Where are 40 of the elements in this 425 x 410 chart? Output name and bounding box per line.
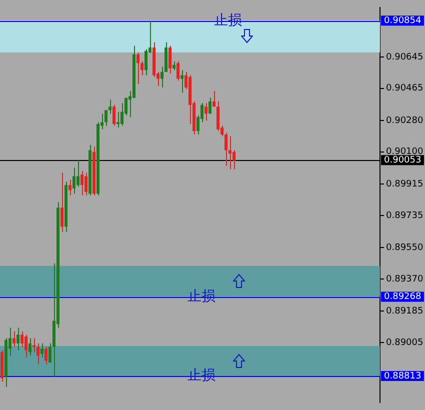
y-tick-label: 0.90645 <box>386 52 424 62</box>
y-tick-label: 0.89915 <box>386 179 424 190</box>
candlestick <box>80 170 84 196</box>
candlestick <box>16 327 20 351</box>
candlestick <box>204 102 208 122</box>
y-tick-label: 0.89370 <box>386 274 424 284</box>
candlestick <box>212 90 216 108</box>
ref-line-label: 0.89268 <box>384 292 422 302</box>
candlestick <box>176 60 180 82</box>
candlestick <box>112 104 116 126</box>
y-tick-label: 0.89005 <box>386 338 424 348</box>
candlestick <box>24 334 28 358</box>
candlestick <box>60 172 64 232</box>
candlestick <box>108 99 112 114</box>
candlestick <box>20 330 24 348</box>
candlestick <box>180 70 184 94</box>
candlestick <box>208 97 212 114</box>
y-tick-label: 0.89185 <box>386 306 424 317</box>
candlestick <box>72 167 76 194</box>
ref-line-label: 0.90854 <box>384 16 422 26</box>
y-tick-label: 0.89735 <box>386 210 424 221</box>
ref-line-label: 0.90053 <box>384 155 422 166</box>
candlestick <box>216 100 220 132</box>
candlestick <box>44 346 48 365</box>
candlestick <box>68 179 72 196</box>
ref-line-label: 0.88813 <box>384 371 422 382</box>
candlestick <box>84 172 88 196</box>
candlestick <box>40 342 44 358</box>
candlestick <box>76 160 80 188</box>
candlestick <box>12 330 16 348</box>
y-tick-label: 0.90465 <box>386 84 424 94</box>
candlestick <box>144 48 148 76</box>
y-tick-label: 0.89550 <box>386 242 424 253</box>
candlestick <box>32 338 36 353</box>
candlestick <box>228 136 232 170</box>
candlestick <box>104 110 108 126</box>
candlestick <box>168 45 172 74</box>
y-tick-label: 0.90280 <box>386 116 424 126</box>
candlestick <box>28 338 32 356</box>
candlestick <box>136 52 140 85</box>
